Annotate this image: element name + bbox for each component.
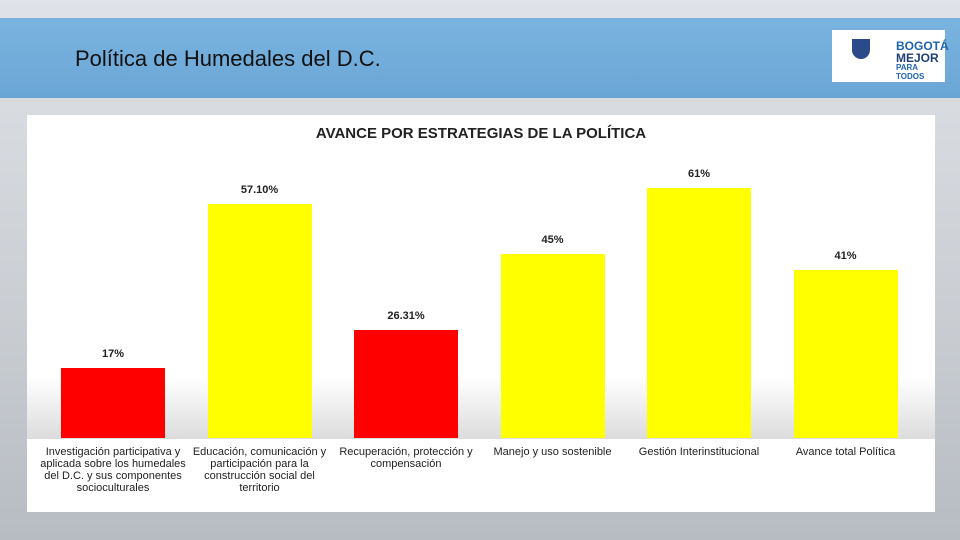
bar [647, 188, 751, 438]
bar [207, 203, 312, 438]
x-tick-label: Manejo y uso sostenible [493, 446, 612, 458]
chart-panel: AVANCE POR ESTRATEGIAS DE LA POLÍTICA 17… [27, 115, 935, 512]
logo-shield [852, 39, 870, 59]
value-label: 17% [101, 348, 125, 361]
logo-text: PARA TODOS [896, 63, 925, 81]
bar [793, 269, 898, 438]
x-tick-label: Recuperación, protección y compensación [339, 446, 473, 470]
floor-shade [27, 377, 935, 439]
logo: BOGOTÁ MEJOR PARA TODOS [832, 30, 949, 82]
header-band [0, 18, 960, 98]
slide-title: Política de Humedales del D.C. [75, 46, 381, 71]
bar [500, 253, 605, 438]
value-label: 26.31% [387, 310, 425, 323]
logo-text: BOGOTÁ [896, 39, 949, 53]
bar [354, 330, 458, 438]
x-tick-label: Gestión Interinstitucional [638, 446, 760, 458]
chart-title: AVANCE POR ESTRATEGIAS DE LA POLÍTICA [315, 125, 647, 142]
bar [61, 368, 165, 438]
value-label: 45% [541, 233, 564, 246]
value-label: 57.10% [240, 183, 279, 196]
x-tick-label: Investigación participativa y aplicada s… [40, 446, 186, 494]
logo-text: MEJOR [896, 51, 939, 65]
x-tick-label: Educación, comunicación y participación … [192, 446, 327, 494]
value-label: 41% [834, 249, 857, 262]
value-label: 61% [687, 168, 711, 180]
x-tick-label: Avance total Política [795, 446, 896, 458]
